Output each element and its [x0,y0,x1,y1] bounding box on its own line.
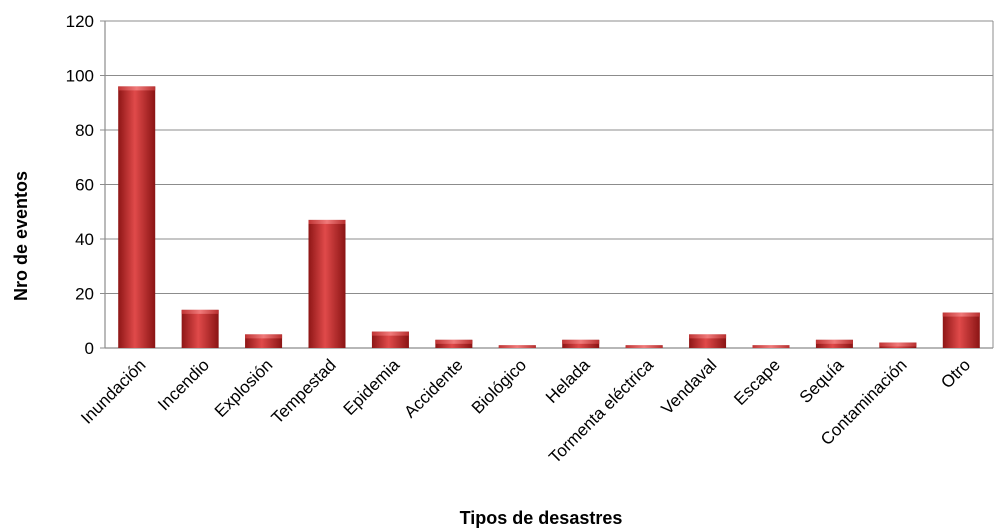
bar [879,342,917,348]
bar-body [181,309,219,348]
bar-body [815,339,853,348]
y-axis-title: Nro de eventos [11,171,31,301]
bar [371,331,409,348]
bar [181,309,219,348]
bar-cap [815,339,853,344]
y-tick-label: 0 [85,339,94,358]
bar-cap [435,339,473,344]
bar-cap [245,334,283,339]
bar-body [118,86,156,349]
bars [118,86,980,349]
bar-cap [752,345,790,348]
x-tick-label: Tormenta eléctrica [545,355,657,467]
bar [245,334,283,348]
bar-body [371,331,409,348]
y-tick-label: 120 [66,12,94,31]
bar [308,219,346,348]
bar [689,334,727,348]
y-tick-label: 60 [75,176,94,195]
bar [118,86,156,349]
bar-body [942,312,980,348]
x-tick-label: Inundación [77,355,149,427]
bar [942,312,980,348]
x-axis-title: Tipos de desastres [460,508,623,528]
x-tick-label: Tempestad [268,355,340,427]
bar-cap [371,331,409,336]
x-tick-label: Epidemia [340,355,404,419]
y-tick-label: 20 [75,285,94,304]
y-axis-ticks: 0 20 40 60 80 100 120 [66,12,94,358]
y-tick-label: 100 [66,67,94,86]
bar [435,339,473,348]
x-tick-label: Incendio [154,355,213,414]
bar-body [562,339,600,348]
bar-cap [181,309,219,314]
gridlines [100,20,994,349]
bar-cap [689,334,727,339]
y-tick-label: 80 [75,121,94,140]
bar [815,339,853,348]
bar [625,345,663,348]
bar-cap [118,86,156,91]
bar-cap [308,219,346,224]
x-tick-label: Escape [730,355,784,409]
x-tick-label: Sequía [796,355,848,407]
bar-cap [879,342,917,347]
x-tick-label: Helada [542,355,594,407]
x-tick-label: Vendaval [658,355,721,418]
x-tick-label: Otro [937,355,974,392]
bar [752,345,790,348]
bar-cap [498,345,536,348]
x-tick-label: Explosión [211,355,277,421]
bar-cap [942,312,980,317]
bar-body [308,219,346,348]
bar [498,345,536,348]
bar-body [435,339,473,348]
x-tick-label: Biológico [468,355,530,417]
bar [562,339,600,348]
bar-cap [625,345,663,348]
x-tick-label: Accidente [400,355,466,421]
bar-cap [562,339,600,344]
y-tick-label: 40 [75,230,94,249]
